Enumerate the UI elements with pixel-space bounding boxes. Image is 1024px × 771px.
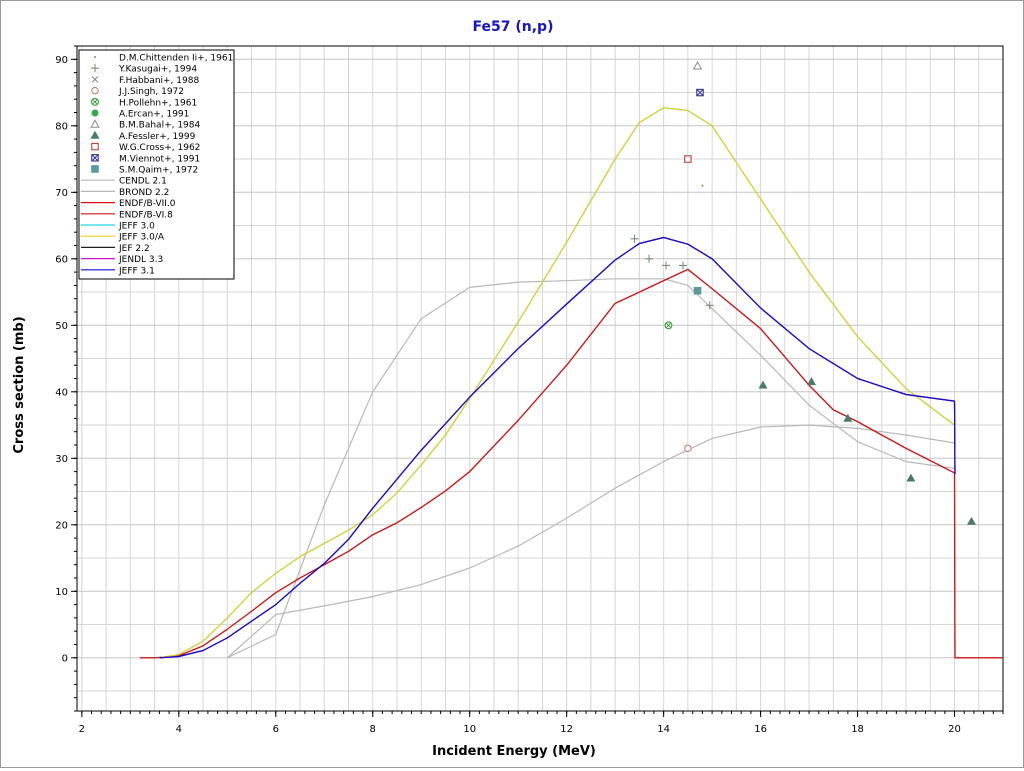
data-point-1 bbox=[679, 261, 688, 270]
legend-marker-3 bbox=[91, 86, 99, 95]
legend-label: JEFF 3.1 bbox=[118, 266, 155, 276]
data-point-6 bbox=[692, 60, 703, 70]
data-point-1 bbox=[662, 261, 671, 270]
data-point-10 bbox=[693, 286, 702, 295]
y-tick-label: 20 bbox=[55, 520, 68, 531]
legend-label: JENDL 3.3 bbox=[118, 255, 163, 265]
y-tick-label: 40 bbox=[55, 387, 68, 398]
legend-label: JEFF 3.0 bbox=[118, 222, 155, 232]
legend-label: BROND 2.2 bbox=[119, 188, 169, 198]
data-point-1 bbox=[645, 254, 654, 263]
data-point-8 bbox=[684, 155, 692, 163]
x-tick-label: 20 bbox=[948, 724, 961, 735]
y-tick-label: 0 bbox=[62, 653, 68, 664]
y-axis-label: Cross section (mb) bbox=[12, 316, 27, 453]
x-tick-label: 6 bbox=[273, 724, 279, 735]
y-tick-label: 10 bbox=[55, 587, 68, 598]
legend-marker-2 bbox=[91, 76, 99, 83]
legend-marker-0 bbox=[94, 56, 96, 58]
legend-marker-4-cross bbox=[92, 99, 98, 105]
series-line-8 bbox=[159, 236, 956, 659]
data-point-7 bbox=[906, 473, 916, 482]
x-tick-label: 10 bbox=[463, 724, 476, 735]
data-point-1 bbox=[630, 234, 639, 243]
series-line-7 bbox=[159, 236, 956, 659]
legend-box bbox=[78, 49, 235, 280]
series-line-3 bbox=[140, 268, 1003, 659]
legend-label: A.Ercan+, 1991 bbox=[119, 110, 189, 120]
legend-marker-5 bbox=[91, 109, 99, 117]
series-line-2 bbox=[140, 268, 1003, 659]
x-tick-label: 18 bbox=[851, 724, 864, 735]
series-line-5 bbox=[159, 107, 955, 659]
series-line-6 bbox=[159, 236, 956, 659]
x-tick-label: 2 bbox=[79, 724, 85, 735]
legend-marker-7 bbox=[90, 130, 100, 139]
legend-label: CENDL 2.1 bbox=[119, 177, 167, 187]
legend-label: F.Habbani+, 1988 bbox=[119, 76, 199, 86]
legend-label: M.Viennot+, 1991 bbox=[119, 154, 200, 164]
data-point-4-cross bbox=[666, 322, 671, 328]
data-point-0 bbox=[701, 184, 704, 187]
x-tick-label: 14 bbox=[657, 724, 670, 735]
data-point-7 bbox=[806, 377, 817, 386]
y-tick-label: 90 bbox=[55, 55, 68, 66]
series-line-4 bbox=[159, 107, 955, 659]
legend-marker-1 bbox=[91, 64, 99, 73]
x-tick-label: 16 bbox=[754, 724, 767, 735]
data-point-1 bbox=[705, 301, 714, 310]
x-tick-label: 4 bbox=[176, 724, 182, 735]
data-point-7 bbox=[843, 413, 853, 422]
data-point-7 bbox=[758, 380, 768, 389]
x-tick-label: 8 bbox=[370, 724, 376, 735]
axis-ticks: 2 4 6 8 10 12 14 16 18 20 0 10 20 30 40 50 60 70 80 90 bbox=[55, 45, 1004, 735]
legend-marker-6 bbox=[90, 119, 100, 128]
legend-marker-8 bbox=[91, 142, 99, 151]
legend-marker-10 bbox=[91, 165, 99, 173]
legend-label: J.J.Singh, 1972 bbox=[118, 87, 184, 97]
chart-title: Fe57 (n,p) bbox=[473, 19, 554, 35]
x-tick-label: 12 bbox=[560, 724, 573, 735]
experimental-points bbox=[630, 60, 977, 525]
series-line-0 bbox=[226, 424, 955, 659]
series-group bbox=[140, 107, 1003, 659]
legend-label: S.M.Qaim+, 1972 bbox=[119, 166, 198, 176]
x-axis-label: Incident Energy (MeV) bbox=[432, 744, 596, 759]
legend-marker-9-cross bbox=[91, 154, 99, 162]
y-tick-label: 70 bbox=[55, 188, 68, 199]
legend-label: JEF 2.2 bbox=[118, 244, 150, 254]
legend-label: D.M.Chittenden Ii+, 1961 bbox=[119, 54, 233, 64]
legend-label: A.Fessler+, 1999 bbox=[119, 132, 196, 142]
legend-label: JEFF 3.0/A bbox=[118, 233, 165, 243]
legend-label: H.Pollehn+, 1961 bbox=[119, 98, 197, 108]
y-tick-label: 50 bbox=[55, 321, 68, 332]
data-point-7 bbox=[966, 516, 977, 525]
y-tick-label: 60 bbox=[55, 254, 68, 265]
legend-label: W.G.Cross+, 1962 bbox=[119, 143, 200, 153]
data-point-9-cross bbox=[696, 88, 704, 97]
legend-label: Y.Kasugai+, 1994 bbox=[118, 65, 197, 75]
y-tick-label: 30 bbox=[55, 454, 68, 465]
data-point-3 bbox=[684, 444, 692, 453]
legend-label: ENDF/B-VI.8 bbox=[119, 210, 173, 220]
series-line-1 bbox=[227, 278, 955, 659]
legend-label: B.M.Bahal+, 1984 bbox=[119, 121, 201, 131]
y-tick-label: 80 bbox=[55, 121, 68, 132]
legend-label: ENDF/B-VII.0 bbox=[119, 199, 176, 209]
